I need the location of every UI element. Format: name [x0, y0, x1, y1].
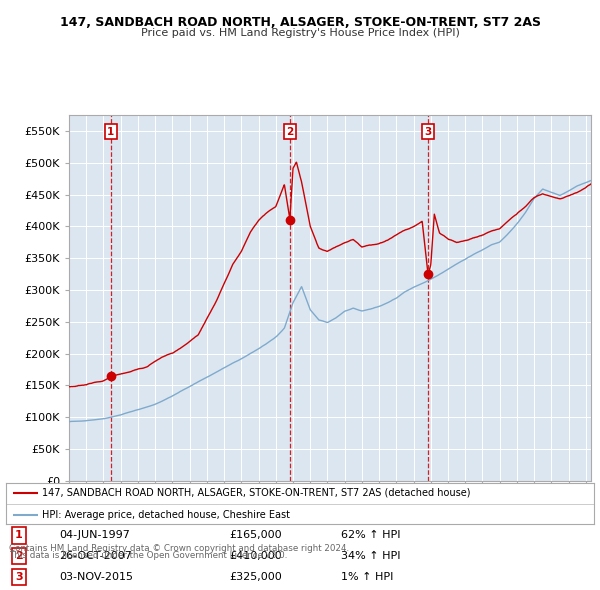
Text: 2: 2: [286, 126, 293, 136]
Text: £325,000: £325,000: [229, 572, 282, 582]
Text: 2: 2: [15, 551, 23, 561]
Text: 34% ↑ HPI: 34% ↑ HPI: [341, 551, 401, 561]
Text: 147, SANDBACH ROAD NORTH, ALSAGER, STOKE-ON-TRENT, ST7 2AS: 147, SANDBACH ROAD NORTH, ALSAGER, STOKE…: [59, 16, 541, 29]
Text: 1: 1: [107, 126, 115, 136]
Text: 147, SANDBACH ROAD NORTH, ALSAGER, STOKE-ON-TRENT, ST7 2AS (detached house): 147, SANDBACH ROAD NORTH, ALSAGER, STOKE…: [43, 487, 471, 497]
Text: £410,000: £410,000: [229, 551, 282, 561]
Text: Contains HM Land Registry data © Crown copyright and database right 2024.: Contains HM Land Registry data © Crown c…: [9, 545, 349, 553]
Text: HPI: Average price, detached house, Cheshire East: HPI: Average price, detached house, Ches…: [43, 510, 290, 520]
Text: 04-JUN-1997: 04-JUN-1997: [59, 530, 130, 540]
Text: 3: 3: [15, 572, 23, 582]
Text: 3: 3: [424, 126, 431, 136]
Text: 26-OCT-2007: 26-OCT-2007: [59, 551, 132, 561]
Text: Price paid vs. HM Land Registry's House Price Index (HPI): Price paid vs. HM Land Registry's House …: [140, 28, 460, 38]
Text: 1% ↑ HPI: 1% ↑ HPI: [341, 572, 394, 582]
Text: This data is licensed under the Open Government Licence v3.0.: This data is licensed under the Open Gov…: [9, 552, 287, 560]
Text: 62% ↑ HPI: 62% ↑ HPI: [341, 530, 401, 540]
Text: 1: 1: [15, 530, 23, 540]
Text: £165,000: £165,000: [229, 530, 282, 540]
Text: 03-NOV-2015: 03-NOV-2015: [59, 572, 133, 582]
